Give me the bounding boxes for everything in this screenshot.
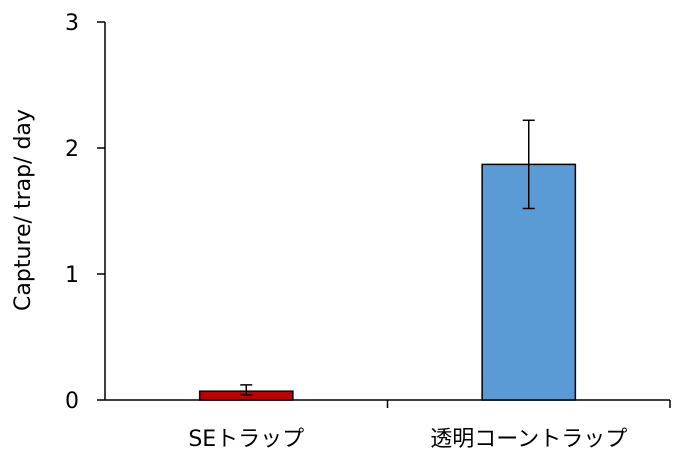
y-tick-label: 0	[65, 389, 79, 414]
x-category-label: 透明コーントラップ	[430, 427, 627, 452]
bars	[198, 163, 577, 401]
y-tick-label: 1	[65, 263, 79, 288]
error-bars	[240, 119, 535, 396]
y-axis: 0 1 2 3	[65, 11, 106, 414]
x-category-label: SEトラップ	[188, 427, 304, 452]
x-axis: SEトラップ 透明コーントラップ	[105, 399, 671, 452]
y-tick-label: 3	[65, 11, 79, 36]
y-axis-title: Capture/ trap/ day	[11, 109, 36, 311]
y-tick-label: 2	[65, 137, 79, 162]
